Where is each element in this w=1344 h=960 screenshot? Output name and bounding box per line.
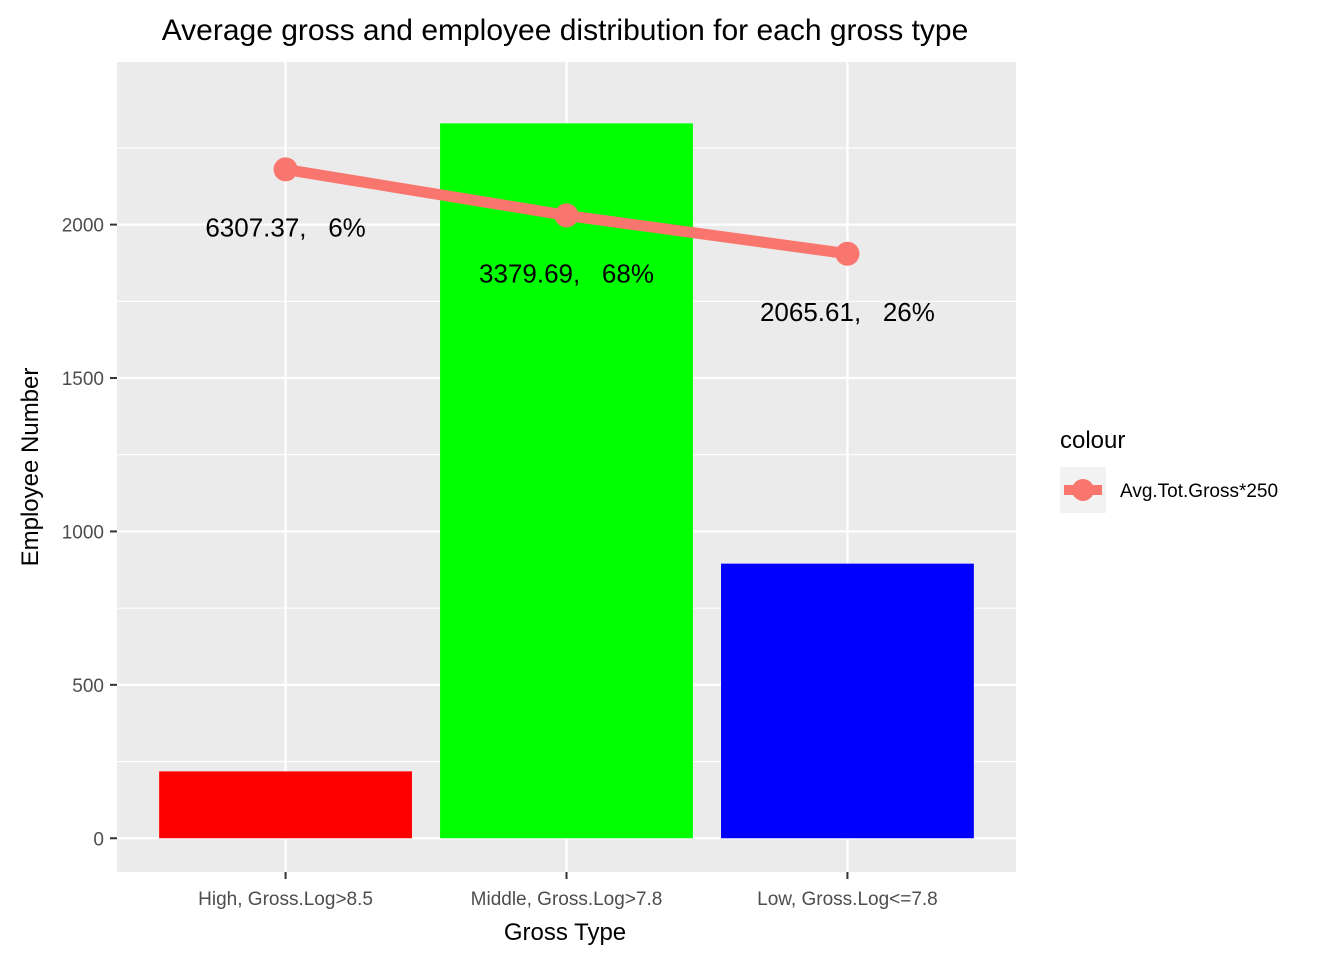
legend: colour Avg.Tot.Gross*250 [1060,427,1278,513]
chart-title: Average gross and employee distribution … [162,14,969,47]
y-tick-label: 1000 [62,522,104,543]
x-tick-label: High, Gross.Log>8.5 [198,889,373,910]
series-point [835,241,860,266]
bar [159,771,412,839]
legend-key-point [1072,479,1094,501]
x-tick-label: Middle, Gross.Log>7.8 [471,889,663,910]
bar [721,563,974,839]
x-axis: High, Gross.Log>8.5 Middle, Gross.Log>7.8… [198,872,938,910]
line-series [273,157,860,266]
y-axis: 0 500 1000 1500 2000 [62,216,117,850]
y-tick-label: 500 [72,676,104,697]
data-label: 6307.37, 6% [205,212,365,242]
data-labels: 6307.37, 6% 3379.69, 68% 2065.61, 26% [205,212,935,326]
y-tick-label: 1500 [62,369,104,390]
legend-title: colour [1060,427,1125,454]
y-tick-label: 2000 [62,216,104,237]
x-axis-title: Gross Type [504,919,626,946]
legend-label: Avg.Tot.Gross*250 [1120,481,1278,502]
bar [440,123,693,839]
x-tick-label: Low, Gross.Log<=7.8 [757,889,938,910]
data-label: 2065.61, 26% [760,297,935,327]
bars [159,123,974,839]
y-tick-label: 0 [93,829,104,850]
series-point [554,203,579,228]
y-axis-title: Employee Number [17,368,44,567]
series-point [273,157,298,182]
data-label: 3379.69, 68% [479,258,654,288]
